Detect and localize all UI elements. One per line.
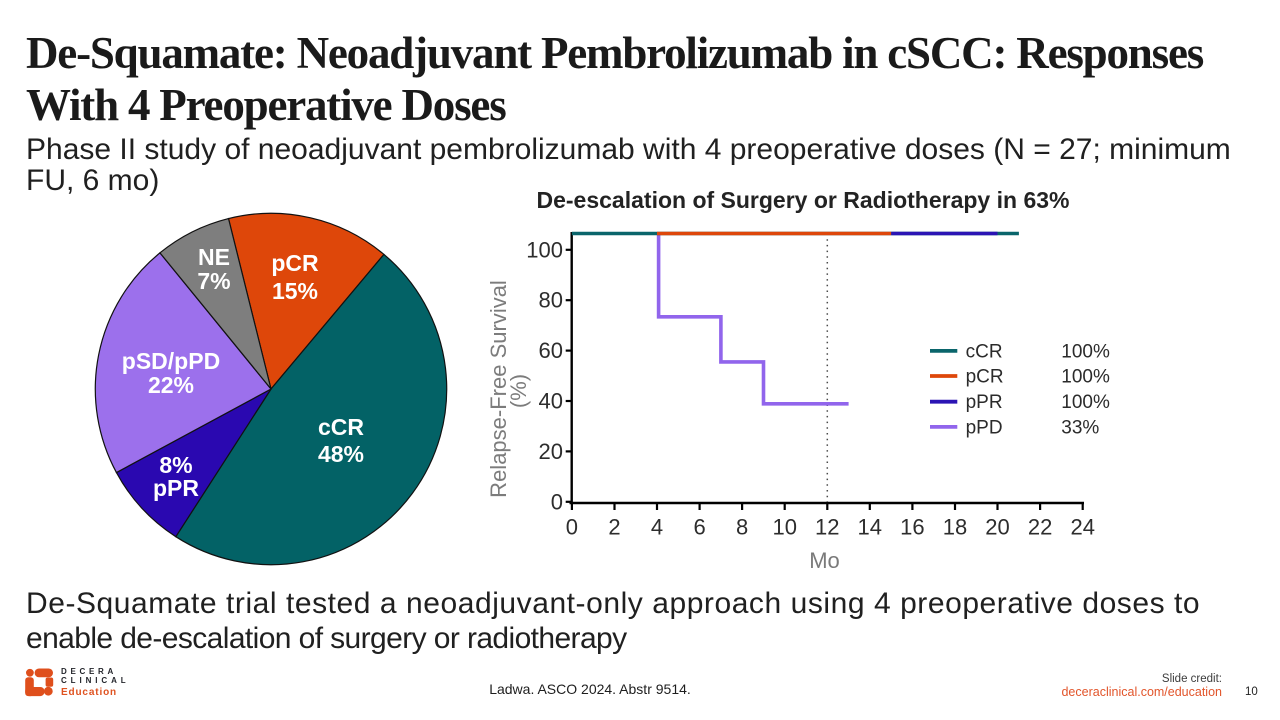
svg-text:7%: 7% xyxy=(197,268,230,294)
svg-text:NE: NE xyxy=(198,244,230,270)
svg-text:(%): (%) xyxy=(506,374,531,408)
svg-text:pPR: pPR xyxy=(153,475,199,501)
svg-text:cCR: cCR xyxy=(966,341,1003,362)
svg-text:10: 10 xyxy=(772,515,796,540)
svg-text:100: 100 xyxy=(526,237,563,262)
svg-text:0: 0 xyxy=(566,515,578,540)
svg-text:100%: 100% xyxy=(1061,392,1110,413)
svg-text:22%: 22% xyxy=(148,372,194,398)
svg-text:12: 12 xyxy=(815,515,839,540)
svg-text:48%: 48% xyxy=(318,441,364,467)
svg-text:2: 2 xyxy=(608,515,620,540)
svg-text:pPR: pPR xyxy=(966,392,1003,413)
svg-text:cCR: cCR xyxy=(318,414,364,440)
svg-text:pSD/pPD: pSD/pPD xyxy=(122,348,220,374)
svg-text:14: 14 xyxy=(858,515,882,540)
svg-text:15%: 15% xyxy=(272,278,318,304)
svg-text:4: 4 xyxy=(651,515,663,540)
svg-text:24: 24 xyxy=(1070,515,1094,540)
svg-text:22: 22 xyxy=(1028,515,1052,540)
svg-text:Mo: Mo xyxy=(809,548,840,573)
svg-text:20: 20 xyxy=(539,439,563,464)
svg-text:16: 16 xyxy=(900,515,924,540)
svg-text:8%: 8% xyxy=(159,452,192,478)
svg-text:80: 80 xyxy=(539,288,563,313)
svg-text:0: 0 xyxy=(551,489,563,514)
svg-text:20: 20 xyxy=(985,515,1009,540)
svg-text:18: 18 xyxy=(943,515,967,540)
svg-text:Relapse-Free Survival: Relapse-Free Survival xyxy=(486,280,511,498)
svg-text:pPD: pPD xyxy=(966,417,1003,438)
svg-text:40: 40 xyxy=(539,389,563,414)
svg-text:6: 6 xyxy=(693,515,705,540)
svg-text:33%: 33% xyxy=(1061,417,1099,438)
svg-text:pCR: pCR xyxy=(271,250,319,276)
svg-text:100%: 100% xyxy=(1061,367,1110,388)
svg-text:pCR: pCR xyxy=(966,367,1004,388)
svg-text:100%: 100% xyxy=(1061,341,1110,362)
svg-text:60: 60 xyxy=(539,338,563,363)
svg-text:8: 8 xyxy=(736,515,748,540)
